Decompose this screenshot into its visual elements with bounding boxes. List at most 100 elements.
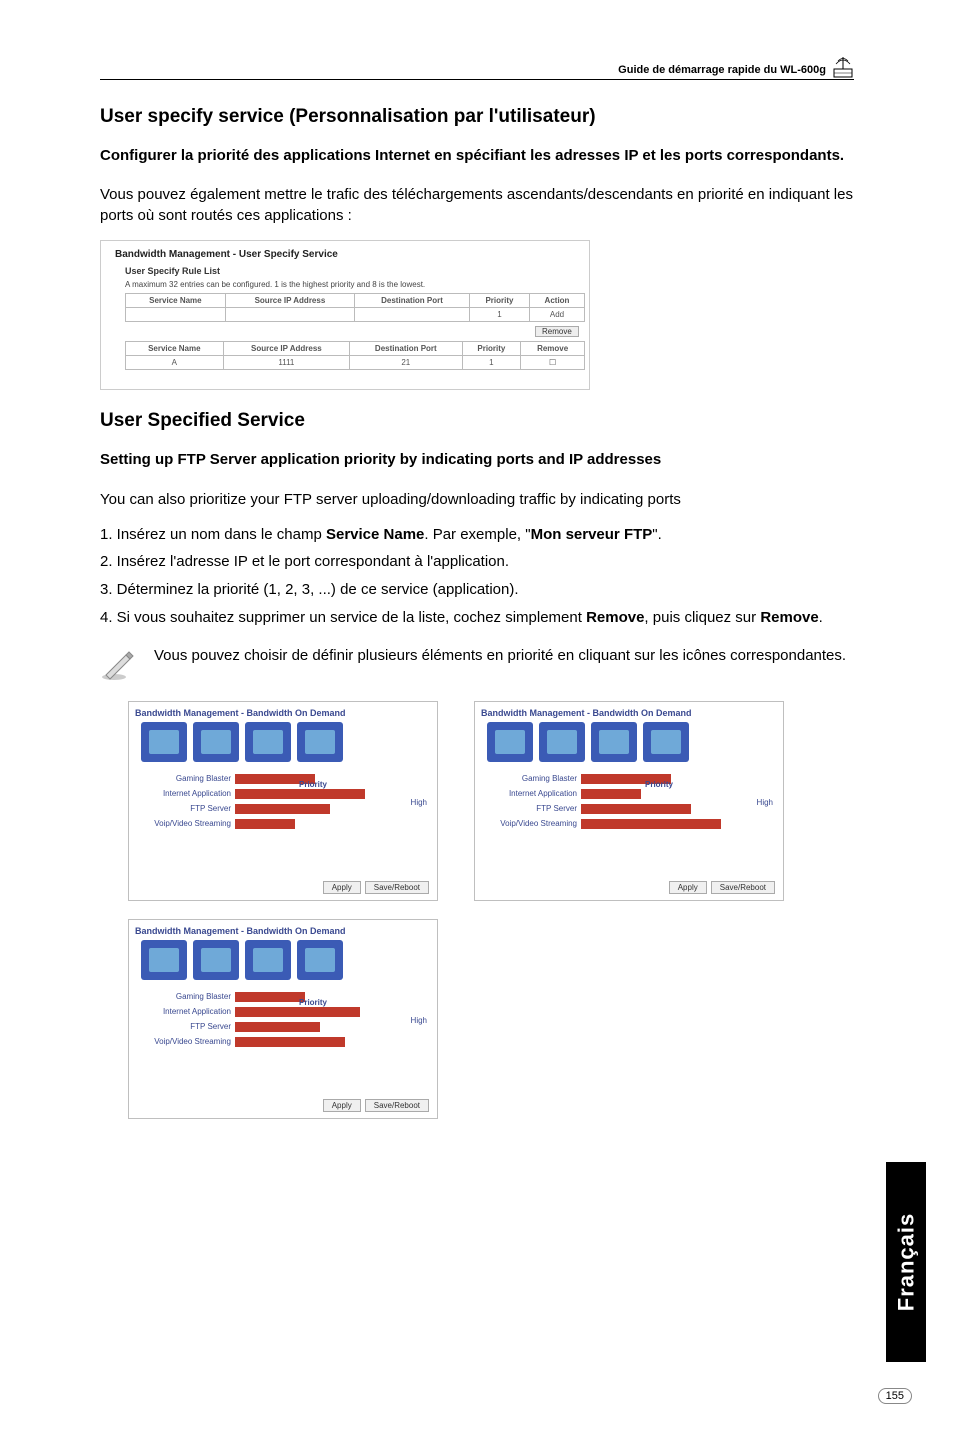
priority-bar [581,819,721,829]
cell-a: A [126,356,224,370]
priority-bar [235,804,330,814]
category-icon[interactable] [245,722,291,762]
category-icon[interactable] [245,940,291,980]
bar-label: Internet Application [481,789,581,798]
header-guide-title: Guide de démarrage rapide du WL-600g [618,64,826,76]
bars-group: Gaming BlasterInternet ApplicationFTP Se… [481,774,777,829]
thumb-title: Bandwidth Management - Bandwidth On Dema… [481,708,777,718]
bandwidth-thumbnail: Bandwidth Management - Bandwidth On Dema… [474,701,784,901]
bars-group: Gaming Blaster Internet Application FTP Se… [135,774,431,829]
rule-table-top: Service Name Source IP Address Destinati… [125,293,585,322]
priority-bar [235,819,295,829]
bandwidth-table-screenshot: Bandwidth Management - User Specify Serv… [100,240,590,390]
section1-title: User specify service (Personnalisation p… [100,106,854,128]
priority-bar [235,992,305,1002]
side-label-high: High [757,798,773,807]
category-icon[interactable] [487,722,533,762]
thumb-title: Bandwidth Management - Bandwidth On Dema… [135,926,431,936]
save-reboot-button[interactable]: Save/Reboot [365,1099,429,1112]
bar-label: Gaming Blaster [481,774,581,783]
section2-subtitle: Setting up FTP Server application priori… [100,450,854,470]
thumb-buttons: Apply Save/Reboot [319,881,429,894]
bold-remove-1: Remove [586,609,644,626]
save-reboot-button[interactable]: Save/Reboot [711,881,775,894]
category-icon[interactable] [539,722,585,762]
cell-checkbox: ☐ [521,356,585,370]
router-icon [832,55,854,83]
thumb-icon-row [487,722,777,762]
bar-label: Voip/Video Streaming [481,819,581,828]
thumb-icon-row [141,940,431,980]
pen-icon [100,647,136,683]
bar-label: Voip/Video Streaming [135,819,235,828]
cell-21: 21 [350,356,462,370]
priority-heading: Priority [645,780,673,789]
col-action: Action [529,294,584,308]
cell-add: Add [529,308,584,322]
bold-remove-2: Remove [760,609,818,626]
category-icon[interactable] [297,940,343,980]
save-reboot-button[interactable]: Save/Reboot [365,881,429,894]
bar-label: Internet Application [135,789,235,798]
category-icon[interactable] [591,722,637,762]
language-side-tab: Français [886,1162,926,1362]
col-dest-b: Destination Port [350,342,462,356]
category-icon[interactable] [141,722,187,762]
step-3: 3. Déterminez la priorité (1, 2, 3, ...)… [100,579,854,601]
language-label: Français [893,1213,919,1312]
note-text: Vous pouvez choisir de définir plusieurs… [154,645,846,666]
side-label-high: High [411,798,427,807]
bar-label: FTP Server [135,1022,235,1031]
note-box: Vous pouvez choisir de définir plusieurs… [100,645,854,683]
steps-list: 1. Insérez un nom dans le champ Service … [100,524,854,629]
bar-label: FTP Server [135,804,235,813]
screenshot-window-title: Bandwidth Management - User Specify Serv… [115,249,575,260]
section1-intro: Vous pouvez également mettre le trafic d… [100,184,854,226]
priority-bar [235,1037,345,1047]
cell-empty [225,308,354,322]
thumb-buttons: Apply Save/Reboot [665,881,775,894]
category-icon[interactable] [297,722,343,762]
col-source-b: Source IP Address [223,342,350,356]
apply-button[interactable]: Apply [323,881,361,894]
category-icon[interactable] [193,940,239,980]
col-source: Source IP Address [225,294,354,308]
step-1: 1. Insérez un nom dans le champ Service … [100,524,854,546]
priority-heading: Priority [299,780,327,789]
screenshot-note: A maximum 32 entries can be configured. … [125,280,575,289]
bold-service-name: Service Name [326,526,424,543]
bar-label: Voip/Video Streaming [135,1037,235,1046]
thumb-icon-row [141,722,431,762]
cell-priority-val: 1 [469,308,529,322]
col-priority: Priority [469,294,529,308]
remove-button[interactable]: Remove [535,326,579,337]
bars-group: Gaming Blaster Internet Application FTP Se… [135,992,431,1047]
bar-label: Internet Application [135,1007,235,1016]
priority-bar [235,1007,360,1017]
col-dest: Destination Port [355,294,470,308]
priority-bar [581,804,691,814]
step-4: 4. Si vous souhaitez supprimer un servic… [100,607,854,629]
priority-bar [235,1022,320,1032]
screenshot-caption: User Specify Rule List [125,266,575,276]
cell-empty [355,308,470,322]
section2-lead: You can also prioritize your FTP server … [100,489,854,510]
section2-title: User Specified Service [100,410,854,432]
page-number: 155 [878,1388,912,1404]
bandwidth-thumbnail: Bandwidth Management - Bandwidth On Dema… [128,919,438,1119]
cell-1: 1 [462,356,521,370]
category-icon[interactable] [141,940,187,980]
side-label-high: High [411,1016,427,1025]
apply-button[interactable]: Apply [323,1099,361,1112]
bar-label: Gaming Blaster [135,774,235,783]
section1-subtitle: Configurer la priorité des applications … [100,146,854,166]
rule-table-bottom: Service Name Source IP Address Destinati… [125,341,585,370]
category-icon[interactable] [643,722,689,762]
bold-ftp: Mon serveur FTP [531,526,653,543]
priority-bar [581,789,641,799]
col-service-b: Service Name [126,342,224,356]
col-priority-b: Priority [462,342,521,356]
bar-label: Gaming Blaster [135,992,235,1001]
category-icon[interactable] [193,722,239,762]
apply-button[interactable]: Apply [669,881,707,894]
